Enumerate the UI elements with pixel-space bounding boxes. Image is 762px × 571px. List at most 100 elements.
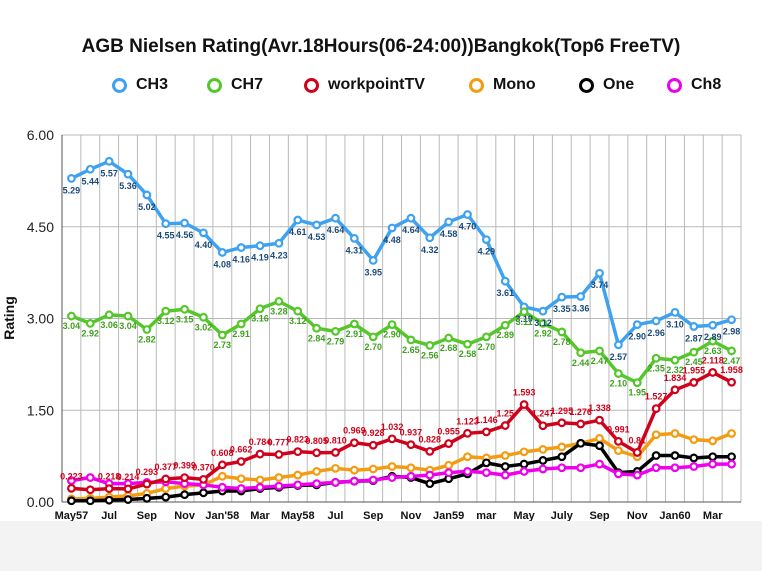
data-point: [538, 464, 548, 474]
data-point: [425, 446, 435, 456]
data-point: [161, 306, 171, 316]
data-label: 2.70: [478, 342, 496, 352]
data-point: [595, 415, 604, 425]
data-point: [576, 419, 586, 429]
data-point: [67, 496, 76, 506]
data-point: [670, 355, 680, 365]
data-label: 1.032: [381, 422, 404, 432]
legend-label: CH3: [136, 76, 169, 93]
data-point: [331, 326, 340, 336]
data-label: 4.58: [440, 229, 458, 239]
data-point: [444, 333, 454, 343]
data-point: [293, 470, 303, 480]
legend-marker-icon: [469, 77, 484, 93]
data-point: [142, 190, 152, 200]
data-point: [255, 475, 265, 485]
data-label: 2.65: [402, 345, 420, 355]
data-label: 0.214: [117, 472, 140, 482]
data-label: 3.04: [119, 321, 137, 331]
data-point: [104, 484, 114, 494]
data-label: 2.98: [723, 327, 741, 337]
chart-title: AGB Nielsen Rating(Avr.18Hours(06-24:00)…: [81, 36, 681, 57]
data-point: [614, 446, 623, 456]
data-point: [312, 479, 322, 489]
data-label: 2.118: [702, 355, 724, 365]
data-point: [387, 223, 397, 233]
data-point: [236, 457, 246, 466]
data-point: [236, 243, 246, 252]
data-point: [217, 482, 227, 492]
data-label: 2.35: [647, 363, 665, 373]
data-label: 2.63: [704, 346, 722, 356]
data-label: 0.805: [305, 436, 328, 446]
legend-item-one[interactable]: One: [579, 76, 634, 94]
data-label: 4.31: [346, 245, 364, 255]
data-label: 0.377: [154, 462, 177, 472]
data-label: 4.48: [383, 235, 401, 245]
data-label: 0.370: [192, 462, 215, 472]
data-point: [670, 463, 680, 473]
data-point: [217, 330, 227, 340]
data-point: [632, 448, 642, 457]
legend-item-ch3[interactable]: CH3: [112, 76, 168, 94]
data-label: 2.90: [628, 332, 646, 342]
x-tick-label: May57: [55, 510, 89, 521]
x-tick-label: mar: [476, 510, 497, 521]
y-tick-label: 0.00: [27, 494, 54, 510]
data-point: [519, 400, 529, 409]
data-point: [123, 495, 133, 504]
data-label: 2.79: [327, 336, 345, 346]
data-label: 0.81: [628, 435, 646, 445]
data-point: [349, 233, 359, 243]
data-point: [519, 447, 529, 457]
data-label: 2.82: [138, 335, 156, 345]
data-label: 4.40: [195, 240, 213, 250]
data-point: [67, 311, 76, 321]
data-label: 2.44: [572, 358, 590, 368]
data-point: [104, 310, 114, 320]
data-point: [463, 428, 472, 438]
data-point: [161, 219, 171, 229]
data-label: 5.57: [100, 168, 118, 178]
legend-item-mono[interactable]: Mono: [469, 76, 536, 94]
legend-item-workpointtv[interactable]: workpointTV: [304, 76, 425, 94]
data-label: 1.295: [551, 406, 574, 416]
data-point: [368, 440, 378, 450]
x-tick-label: Jan'58: [205, 510, 239, 521]
data-point: [180, 304, 189, 314]
data-label: 0.223: [60, 471, 83, 481]
data-point: [123, 169, 133, 179]
data-label: 1.25: [496, 409, 514, 419]
data-point: [538, 421, 548, 431]
data-point: [123, 484, 133, 494]
data-point: [331, 448, 340, 457]
data-point: [500, 462, 510, 471]
legend-label: Ch8: [691, 76, 722, 93]
data-point: [85, 496, 95, 506]
data-point: [481, 427, 491, 437]
data-label: 3.02: [195, 322, 213, 332]
data-point: [708, 452, 718, 462]
data-point: [406, 335, 416, 345]
data-label: 2.92: [82, 328, 100, 338]
data-point: [538, 444, 548, 454]
data-point: [255, 304, 265, 314]
data-label: 1.95: [628, 388, 646, 398]
x-tick-label: July: [551, 510, 574, 521]
legend-item-ch8[interactable]: Ch8: [667, 76, 721, 94]
y-tick-label: 1.50: [27, 402, 54, 418]
data-label: 0.810: [324, 435, 347, 445]
data-point: [576, 463, 586, 473]
data-point: [708, 368, 718, 377]
data-point: [85, 164, 95, 174]
data-label: 4.19: [251, 253, 269, 263]
data-point: [670, 451, 680, 460]
data-label: 3.04: [63, 321, 81, 331]
data-point: [651, 463, 661, 473]
data-point: [670, 385, 680, 395]
data-label: 1.123: [456, 416, 479, 426]
data-point: [142, 493, 152, 503]
data-label: 3.28: [270, 306, 288, 316]
data-point: [689, 435, 699, 445]
legend-item-ch7[interactable]: CH7: [207, 76, 263, 94]
